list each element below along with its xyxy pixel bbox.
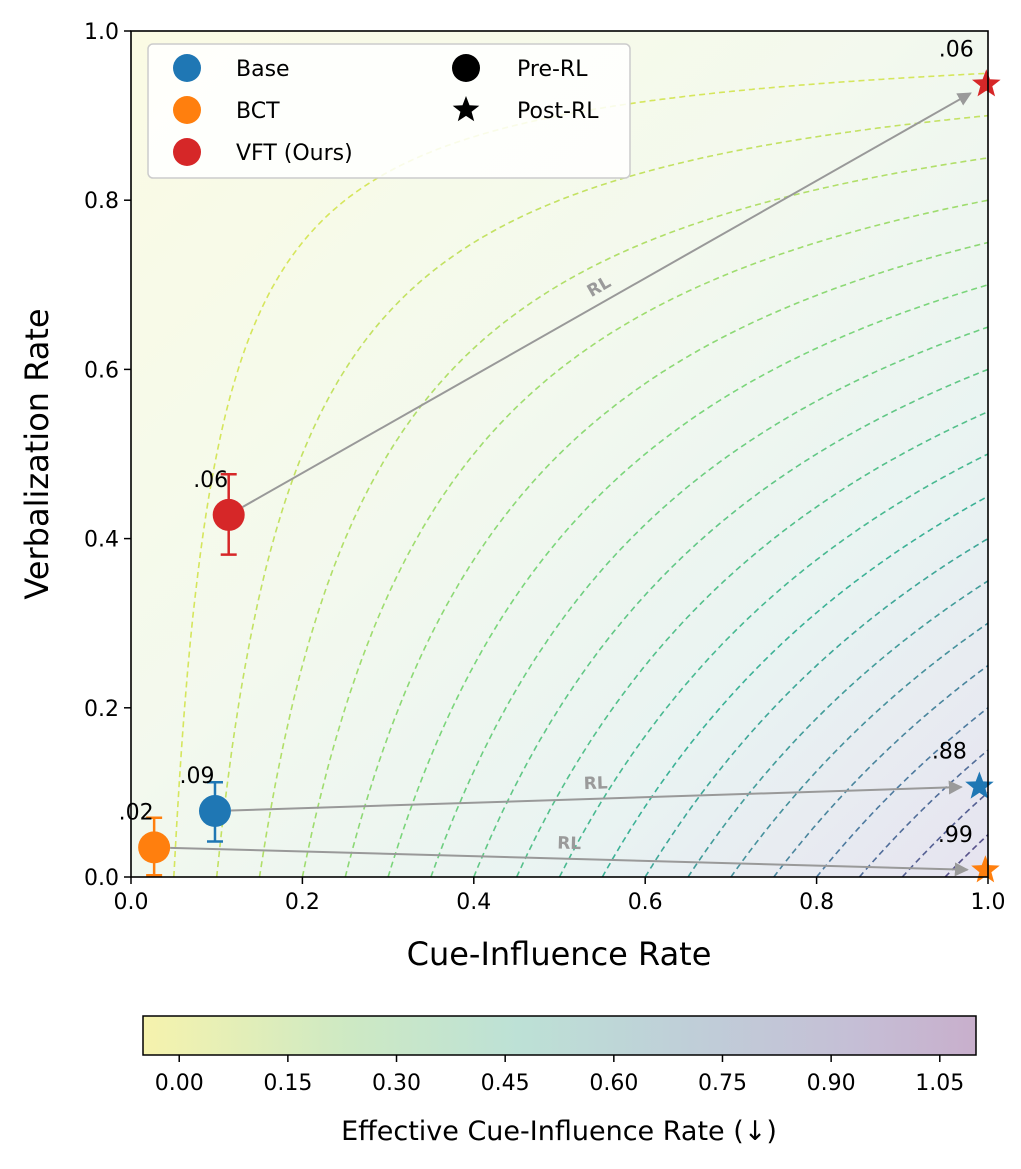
pre-rl-value-label: .02 (119, 800, 154, 825)
colorbar-tick-label: 0.75 (698, 1071, 747, 1096)
post-rl-value-label: .99 (938, 823, 973, 848)
contour-line (601, 495, 988, 877)
y-tick-label: 0.0 (84, 866, 119, 891)
post-rl-star (971, 855, 1000, 883)
contour-line (558, 453, 988, 877)
post-rl-value-label: .06 (939, 37, 974, 62)
legend-post-rl-label: Post-RL (517, 99, 599, 124)
x-tick-label: 1.0 (971, 890, 1006, 915)
y-tick-label: 0.8 (84, 189, 119, 214)
x-axis-ticks: 0.0 0.2 0.4 0.6 0.8 1.0 (114, 877, 1006, 915)
contour-line (644, 537, 988, 877)
x-tick-label: 0.4 (456, 890, 491, 915)
contour-line (858, 749, 988, 877)
contour-line (387, 284, 988, 877)
x-axis-title: Cue-Influence Rate (407, 935, 712, 973)
pre-rl-point (212, 498, 245, 531)
x-tick-label: 0.0 (114, 890, 149, 915)
contour-line (215, 114, 988, 877)
colorbar-tick-label: 0.00 (155, 1071, 204, 1096)
legend-vft-label: VFT (Ours) (236, 141, 353, 166)
legend-box (147, 43, 631, 179)
legend-base-label: Base (236, 57, 290, 82)
colorbar-tick-label: 0.60 (589, 1071, 638, 1096)
x-tick-label: 0.6 (628, 890, 663, 915)
contour-line (344, 241, 988, 877)
rl-arrow-label: RL (557, 833, 582, 854)
y-axis-ticks: 0.0 0.2 0.4 0.6 0.8 1.0 (84, 20, 131, 891)
pre-rl-point (138, 831, 171, 864)
plot-frame (130, 30, 989, 878)
y-tick-label: 1.0 (84, 20, 119, 45)
rl-arrow (170, 846, 969, 877)
colorbar-tick-label: 0.15 (263, 1071, 312, 1096)
legend-pre-rl-icon (452, 54, 480, 82)
contour-line (515, 410, 988, 877)
colorbar-ticks: 0.00 0.15 0.30 0.45 0.60 0.75 0.90 1.05 (155, 1055, 964, 1096)
contour-line (258, 157, 988, 877)
post-rl-value-label: .88 (932, 739, 967, 764)
y-tick-label: 0.6 (84, 358, 119, 383)
rl-arrow (230, 780, 963, 812)
legend-base-marker (173, 54, 201, 82)
x-tick-label: 0.2 (285, 890, 320, 915)
legend-post-rl-icon (452, 96, 480, 122)
colorbar-gradient (142, 1015, 977, 1056)
rl-arrow (242, 92, 972, 508)
post-rl-star (972, 69, 1001, 97)
legend-pre-rl-label: Pre-RL (517, 57, 588, 82)
legend: Base BCT VFT (Ours) Pre-RL Post-RL (147, 43, 631, 179)
contour-line (473, 368, 988, 877)
contour-line (730, 622, 988, 877)
x-tick-label: 0.8 (799, 890, 834, 915)
legend-bct-marker (173, 96, 201, 124)
legend-bct-label: BCT (236, 99, 280, 124)
colorbar-tick-label: 0.30 (372, 1071, 421, 1096)
contour-line (815, 707, 988, 877)
contour-line (430, 326, 988, 877)
contour-line (687, 580, 988, 877)
rl-arrow-label: RL (583, 773, 608, 794)
y-axis-title: Verbalization Rate (18, 308, 56, 599)
colorbar-tick-label: 0.90 (807, 1071, 856, 1096)
data-points: .09 .88 .02 .99 .06 .06 (119, 37, 1001, 883)
contour-line (773, 664, 988, 877)
colorbar-tick-label: 0.45 (481, 1071, 530, 1096)
post-rl-star (965, 771, 994, 799)
colorbar: 0.00 0.15 0.30 0.45 0.60 0.75 0.90 1.05 Effecti… (142, 1015, 977, 1147)
pre-rl-value-label: .06 (193, 468, 228, 493)
pre-rl-value-label: .09 (179, 764, 214, 789)
y-tick-label: 0.4 (84, 528, 119, 553)
pre-rl-point (198, 795, 231, 828)
colorbar-tick-label: 1.05 (915, 1071, 964, 1096)
colorbar-title: Effective Cue-Influence Rate (↓) (341, 1116, 777, 1147)
contour-line (901, 791, 988, 877)
legend-vft-marker (173, 138, 201, 166)
y-tick-label: 0.2 (84, 697, 119, 722)
contour-lines (173, 72, 988, 877)
contour-line (301, 199, 988, 877)
